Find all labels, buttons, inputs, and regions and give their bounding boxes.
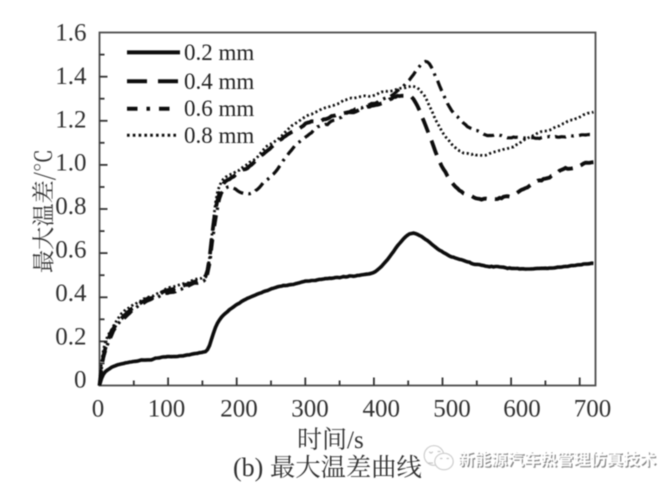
svg-text:0: 0	[92, 396, 105, 423]
svg-text:100: 100	[148, 396, 186, 423]
svg-text:1.6: 1.6	[55, 20, 86, 47]
svg-text:600: 600	[503, 396, 541, 423]
svg-text:1.4: 1.4	[55, 63, 87, 90]
svg-text:1.2: 1.2	[55, 106, 86, 133]
svg-text:700: 700	[574, 396, 612, 423]
svg-text:0.4: 0.4	[55, 280, 87, 307]
svg-text:1.0: 1.0	[55, 150, 86, 177]
svg-text:0.6: 0.6	[55, 237, 86, 264]
svg-text:0.8: 0.8	[55, 193, 86, 220]
svg-text:(b): (b)	[233, 453, 263, 482]
svg-text:400: 400	[363, 396, 401, 423]
svg-text:500: 500	[433, 396, 471, 423]
svg-text:0: 0	[74, 367, 87, 394]
svg-text:0.8 mm: 0.8 mm	[184, 123, 254, 148]
svg-text:0.6 mm: 0.6 mm	[184, 96, 254, 121]
svg-text:/s: /s	[347, 427, 364, 454]
svg-text:300: 300	[291, 396, 329, 423]
svg-text:0.2: 0.2	[55, 323, 86, 350]
svg-text:0.4 mm: 0.4 mm	[184, 69, 254, 94]
svg-text:0.2 mm: 0.2 mm	[184, 40, 254, 65]
svg-text:200: 200	[220, 396, 258, 423]
